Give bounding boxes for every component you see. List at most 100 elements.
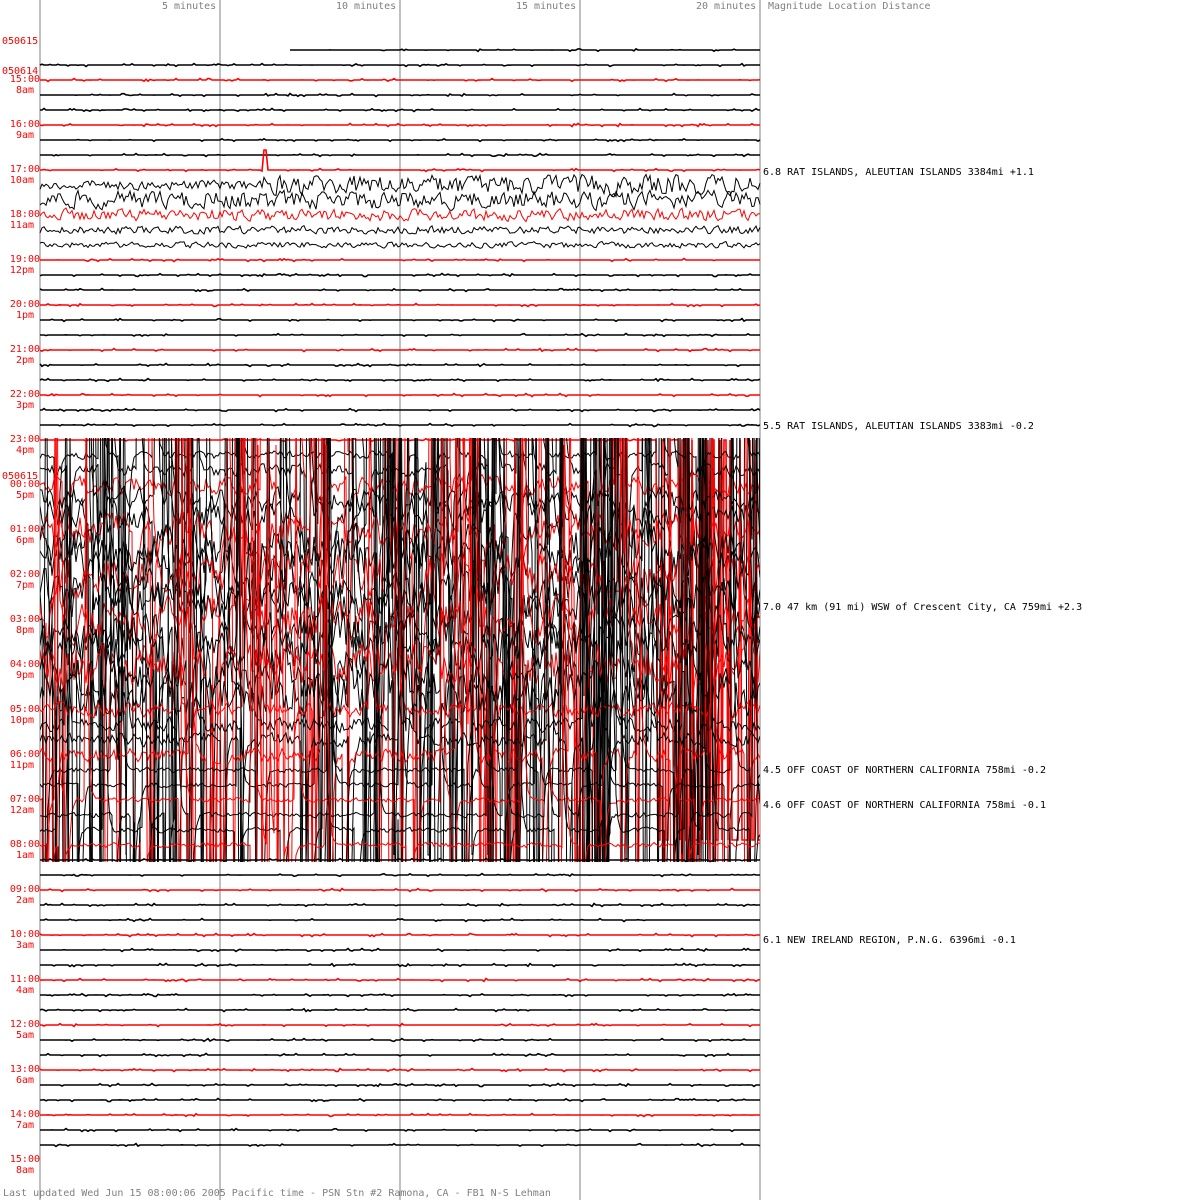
- trace: [40, 1142, 761, 1148]
- hour-label-local: 12am: [9, 805, 34, 816]
- hour-label-utc: 18:00: [9, 209, 40, 220]
- hour-label-utc: 04:00: [9, 659, 40, 670]
- hour-label-utc: 23:00: [9, 434, 40, 445]
- hour-label-utc: 09:00: [9, 884, 40, 895]
- footer-status: Last updated Wed Jun 15 08:00:06 2005 Pa…: [3, 1188, 551, 1199]
- hour-trace: [39, 977, 761, 983]
- hour-label-utc: 20:00: [9, 299, 40, 310]
- hour-trace: [40, 438, 760, 862]
- trace: [39, 62, 760, 68]
- trace: [40, 332, 760, 338]
- trace: [40, 1082, 760, 1088]
- hour-label-local: 9am: [15, 130, 34, 141]
- trace: [40, 438, 760, 862]
- hour-label-utc: 22:00: [9, 389, 40, 400]
- hour-trace: [40, 302, 761, 308]
- hour-label-utc: 14:00: [9, 1109, 40, 1120]
- hour-label-utc: 12:00: [9, 1019, 40, 1030]
- event-annotation: 7.0 47 km (91 mi) WSW of Crescent City, …: [763, 602, 1083, 613]
- legend-header: Magnitude Location Distance: [768, 1, 931, 12]
- event-annotation: 5.5 RAT ISLANDS, ALEUTIAN ISLANDS 3383mi…: [763, 421, 1034, 432]
- trace: [40, 438, 760, 862]
- trace: [39, 377, 761, 383]
- trace: [40, 872, 760, 878]
- hour-label-local: 9pm: [15, 670, 34, 681]
- hour-trace: [39, 1067, 760, 1073]
- hour-trace: [39, 932, 760, 938]
- hour-label-utc: 15:00: [9, 74, 40, 85]
- hour-label-utc: 03:00: [9, 614, 40, 625]
- event-annotation: 6.8 RAT ISLANDS, ALEUTIAN ISLANDS 3384mi…: [763, 167, 1034, 178]
- trace: [40, 1097, 760, 1103]
- event-annotation: 4.6 OFF COAST OF NORTHERN CALIFORNIA 758…: [763, 800, 1046, 811]
- hour-label-local: 12pm: [9, 265, 34, 276]
- x-tick-label: 5 minutes: [162, 1, 217, 12]
- hour-label-utc: 00:00: [9, 479, 40, 490]
- trace: [40, 1052, 760, 1058]
- trace: [40, 902, 760, 908]
- trace: [290, 47, 760, 53]
- hour-label-utc: 11:00: [9, 974, 40, 985]
- hour-label-utc: 17:00: [9, 164, 40, 175]
- hour-label-utc: 05:00: [9, 704, 40, 715]
- trace: [39, 173, 761, 198]
- trace: [40, 438, 760, 862]
- trace: [40, 422, 761, 428]
- hour-label-utc: 10:00: [9, 929, 40, 940]
- hour-trace: [39, 207, 761, 223]
- hour-trace: [40, 257, 760, 263]
- hour-label-local: 2am: [15, 895, 34, 906]
- trace: [40, 137, 761, 143]
- hour-label-local: 8pm: [15, 625, 34, 636]
- trace: [39, 225, 761, 235]
- hour-trace: [40, 149, 761, 173]
- trace: [40, 317, 760, 323]
- trace: [39, 188, 761, 212]
- trace: [40, 438, 760, 862]
- trace: [39, 287, 760, 293]
- trace: [39, 1007, 760, 1013]
- hour-trace: [39, 347, 760, 353]
- hour-label-local: 4pm: [15, 445, 34, 456]
- hour-trace: [40, 77, 761, 83]
- hour-label-utc: 08:00: [9, 839, 40, 850]
- hour-label-utc: 16:00: [9, 119, 40, 130]
- hour-label-utc: 19:00: [9, 254, 40, 265]
- trace: [40, 992, 760, 998]
- hour-label-utc: 15:00: [9, 1154, 40, 1165]
- hour-label-local: 8am: [15, 85, 34, 96]
- trace: [40, 152, 760, 158]
- hour-label-local: 1pm: [15, 310, 34, 321]
- hour-trace: [40, 438, 760, 862]
- trace: [39, 240, 761, 249]
- x-tick-label: 10 minutes: [336, 1, 397, 12]
- hour-label-local: 10pm: [9, 715, 34, 726]
- trace: [40, 857, 760, 863]
- hour-label-local: 4am: [15, 985, 34, 996]
- date-label: 050614: [2, 66, 39, 77]
- trace: [39, 272, 760, 278]
- event-annotation: 6.1 NEW IRELAND REGION, P.N.G. 6396mi -0…: [763, 935, 1016, 946]
- hour-label-local: 11am: [9, 220, 34, 231]
- trace: [40, 92, 760, 98]
- hour-label-local: 8am: [15, 1165, 34, 1176]
- trace: [40, 438, 760, 862]
- hour-label-utc: 13:00: [9, 1064, 40, 1075]
- trace: [46, 438, 760, 862]
- trace: [40, 407, 761, 413]
- trace: [40, 1037, 760, 1043]
- x-tick-label: 20 minutes: [696, 1, 757, 12]
- hour-label-local: 1am: [15, 850, 34, 861]
- trace: [40, 438, 760, 862]
- hour-trace: [40, 392, 760, 398]
- hour-label-local: 5pm: [15, 490, 34, 501]
- hour-trace: [40, 1022, 760, 1028]
- hour-trace: [40, 1112, 760, 1118]
- trace: [40, 1127, 760, 1133]
- hour-label-local: 5am: [15, 1030, 34, 1041]
- event-annotation: 4.5 OFF COAST OF NORTHERN CALIFORNIA 758…: [763, 765, 1046, 776]
- x-tick-label: 15 minutes: [516, 1, 577, 12]
- hour-label-local: 3pm: [15, 400, 34, 411]
